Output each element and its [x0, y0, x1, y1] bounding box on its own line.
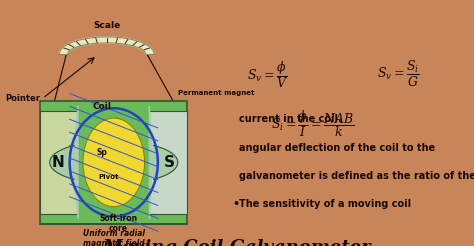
Text: $S_i = \dfrac{\phi}{I} = \dfrac{NAB}{k}$: $S_i = \dfrac{\phi}{I} = \dfrac{NAB}{k}$	[271, 108, 355, 139]
Text: Coil: Coil	[92, 102, 111, 111]
Text: galvanometer is defined as the ratio of the: galvanometer is defined as the ratio of …	[239, 171, 474, 181]
Text: Soft-iron
core: Soft-iron core	[100, 214, 137, 233]
Text: $S_v = \dfrac{S_i}{G}$: $S_v = \dfrac{S_i}{G}$	[377, 59, 419, 89]
Text: The sensitivity of a moving coil: The sensitivity of a moving coil	[239, 199, 411, 209]
Ellipse shape	[83, 118, 145, 207]
FancyBboxPatch shape	[149, 111, 187, 214]
Text: angular deflection of the coil to the: angular deflection of the coil to the	[239, 143, 436, 153]
Text: $S_v = \dfrac{\phi}{V}$: $S_v = \dfrac{\phi}{V}$	[247, 59, 288, 90]
Polygon shape	[59, 37, 154, 54]
Text: Pivot: Pivot	[99, 174, 119, 180]
Text: Permanent magnet: Permanent magnet	[178, 90, 254, 96]
Text: current in the coil.: current in the coil.	[239, 114, 342, 124]
Text: Uniform radial
magnetic field: Uniform radial magnetic field	[83, 229, 145, 246]
Text: Moving Coil Galvanometer: Moving Coil Galvanometer	[103, 239, 371, 246]
Polygon shape	[50, 106, 78, 219]
Text: Scale: Scale	[93, 20, 120, 30]
Text: S: S	[164, 155, 175, 170]
FancyBboxPatch shape	[40, 111, 78, 214]
Text: •: •	[232, 199, 239, 209]
Polygon shape	[149, 106, 178, 219]
Text: N: N	[52, 155, 64, 170]
Text: Pointer: Pointer	[5, 94, 40, 103]
Text: Sp: Sp	[97, 148, 107, 157]
Bar	[40, 101, 187, 224]
